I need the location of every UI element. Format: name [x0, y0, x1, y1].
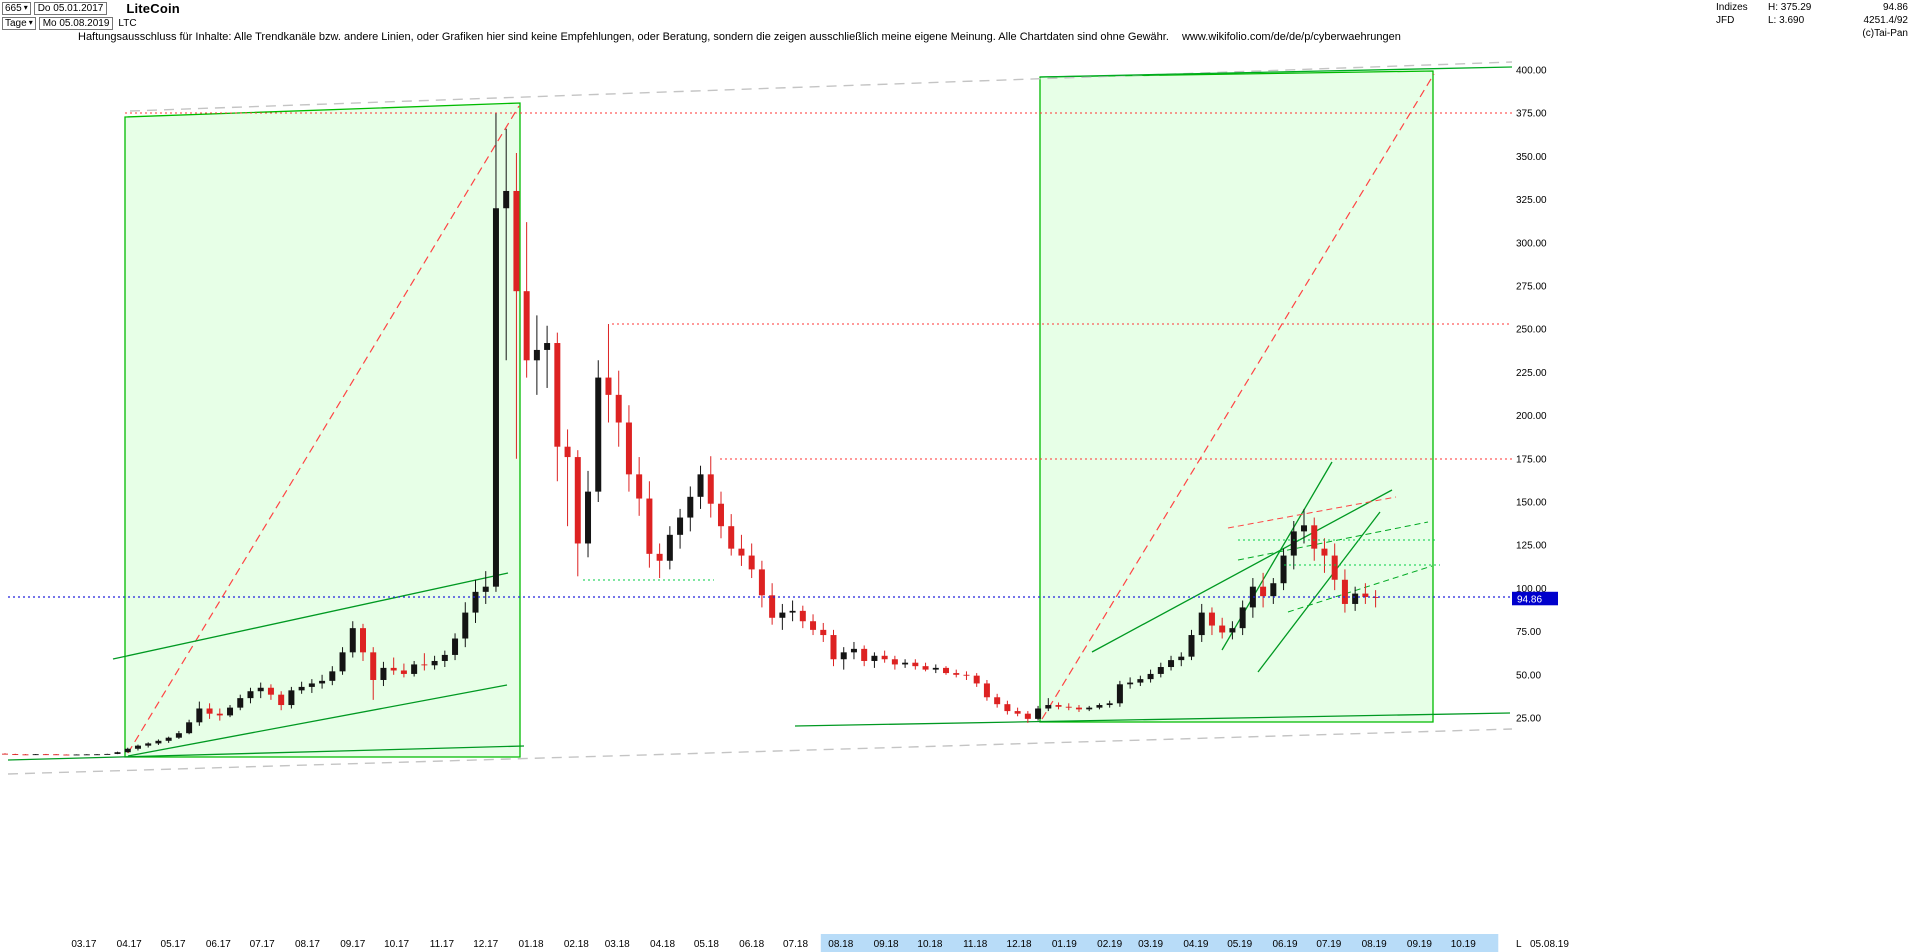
- svg-text:09.17: 09.17: [340, 939, 365, 950]
- svg-text:150.00: 150.00: [1516, 498, 1547, 509]
- green-support-2019: [1091, 489, 1393, 653]
- svg-text:350.00: 350.00: [1516, 152, 1547, 163]
- svg-text:03.19: 03.19: [1138, 939, 1163, 950]
- bars-count-dropdown[interactable]: 665 ▾: [2, 1, 31, 15]
- svg-text:75.00: 75.00: [1516, 627, 1541, 638]
- svg-text:125.00: 125.00: [1516, 541, 1547, 552]
- disclaimer: Haftungsausschluss für Inhalte: Alle Tre…: [78, 31, 1401, 43]
- svg-text:11.17: 11.17: [430, 939, 455, 950]
- svg-text:325.00: 325.00: [1516, 195, 1547, 206]
- green-base-2017: [7, 745, 525, 761]
- svg-text:05.18: 05.18: [694, 939, 719, 950]
- x-axis-band: [820, 934, 1499, 952]
- green-dash-2019b: [1287, 565, 1433, 613]
- green-lower-2017: [127, 684, 508, 757]
- svg-text:03.18: 03.18: [605, 939, 630, 950]
- svg-text:225.00: 225.00: [1516, 368, 1547, 379]
- svg-text:01.19: 01.19: [1052, 939, 1077, 950]
- instrument-name: LiteCoin: [126, 0, 180, 16]
- gray-support-bottom: [7, 728, 1513, 775]
- x-axis-labels: 03.17 04.17 05.17 06.17 07.17 08.17 09.17 10.17…: [71, 939, 1569, 950]
- svg-text:50.00: 50.00: [1516, 670, 1541, 681]
- svg-text:275.00: 275.00: [1516, 282, 1547, 293]
- svg-text:04.18: 04.18: [650, 939, 675, 950]
- red-dash-2019: [1227, 496, 1397, 529]
- svg-text:07.19: 07.19: [1316, 939, 1341, 950]
- header: 665 ▾ Do 05.01.2017 LiteCoin Tage ▾ Mo 0…: [0, 0, 1912, 46]
- svg-text:04.17: 04.17: [117, 939, 142, 950]
- svg-text:06.19: 06.19: [1272, 939, 1297, 950]
- timeframe-dropdown[interactable]: Tage ▾: [2, 16, 36, 30]
- svg-text:09.19: 09.19: [1407, 939, 1432, 950]
- svg-text:11.18: 11.18: [963, 939, 988, 950]
- green-top-ext: [1039, 66, 1513, 78]
- svg-text:250.00: 250.00: [1516, 325, 1547, 336]
- svg-text:25.00: 25.00: [1516, 714, 1541, 725]
- svg-text:200.00: 200.00: [1516, 411, 1547, 422]
- green-upper-2017: [112, 572, 509, 660]
- svg-text:400.00: 400.00: [1516, 66, 1547, 77]
- candles-layer: [2, 112, 1379, 756]
- svg-text:08.18: 08.18: [828, 939, 853, 950]
- green-dash-2019a: [1237, 521, 1429, 561]
- chevron-down-icon: ▾: [23, 3, 28, 12]
- svg-text:07.17: 07.17: [250, 939, 275, 950]
- chevron-down-icon: ▾: [28, 18, 33, 27]
- trend-lines: [7, 61, 1513, 775]
- instrument-symbol: LTC: [118, 17, 137, 29]
- gray-resistance-top: [129, 61, 1513, 112]
- feed-label: JFD: [1716, 15, 1735, 26]
- stat-value: 4251.4/92: [1863, 15, 1909, 26]
- svg-text:07.18: 07.18: [783, 939, 808, 950]
- svg-text:06.18: 06.18: [739, 939, 764, 950]
- category-label: Indizes: [1716, 2, 1748, 13]
- green-base-2018: [794, 712, 1511, 727]
- overlay-lines: [8, 112, 1512, 598]
- green-steep-2019b: [1257, 511, 1381, 673]
- period-high: H: 375.29: [1768, 2, 1812, 13]
- svg-text:94.86: 94.86: [1517, 594, 1542, 605]
- disclaimer-text: Haftungsausschluss für Inhalte: Alle Tre…: [78, 31, 1169, 43]
- svg-text:02.19: 02.19: [1097, 939, 1122, 950]
- svg-text:01.18: 01.18: [519, 939, 544, 950]
- svg-text:08.19: 08.19: [1362, 939, 1387, 950]
- svg-text:06.17: 06.17: [206, 939, 231, 950]
- end-date-field[interactable]: Mo 05.08.2019: [38, 16, 114, 30]
- last-price-marker: 94.86: [1512, 591, 1558, 606]
- red-trend-2017: [127, 105, 520, 754]
- svg-text:175.00: 175.00: [1516, 454, 1547, 465]
- annotation-boxes: [124, 70, 1434, 758]
- svg-text:12.18: 12.18: [1007, 939, 1032, 950]
- svg-text:10.18: 10.18: [917, 939, 942, 950]
- svg-text:05.08.19: 05.08.19: [1530, 939, 1569, 950]
- header-right: Indizes H: 375.29 94.86 JFD L: 3.690 425…: [1716, 1, 1908, 40]
- last-price: 94.86: [1882, 2, 1908, 13]
- svg-text:10.17: 10.17: [384, 939, 409, 950]
- svg-text:12.17: 12.17: [473, 939, 498, 950]
- svg-text:L: L: [1516, 939, 1522, 950]
- period-low: L: 3.690: [1768, 15, 1805, 26]
- red-trend-2019: [1041, 73, 1435, 720]
- svg-text:100.00: 100.00: [1516, 584, 1547, 595]
- y-axis-labels: 400.00 375.00 350.00 325.00 300.00 275.00 250.…: [1516, 66, 1547, 725]
- svg-text:375.00: 375.00: [1516, 109, 1547, 120]
- timeframe-value: Tage: [5, 17, 27, 29]
- svg-text:02.18: 02.18: [564, 939, 589, 950]
- app-credit: (c)Tai-Pan: [1862, 28, 1908, 39]
- svg-text:05.19: 05.19: [1227, 939, 1252, 950]
- disclaimer-url[interactable]: www.wikifolio.com/de/de/p/cyberwaehrunge…: [1181, 31, 1401, 43]
- svg-text:04.19: 04.19: [1183, 939, 1208, 950]
- svg-text:300.00: 300.00: [1516, 238, 1547, 249]
- svg-text:10.19: 10.19: [1451, 939, 1476, 950]
- start-date-field[interactable]: Do 05.01.2017: [33, 1, 108, 15]
- svg-text:09.18: 09.18: [874, 939, 899, 950]
- svg-text:08.17: 08.17: [295, 939, 320, 950]
- header-left: 665 ▾ Do 05.01.2017 LiteCoin Tage ▾ Mo 0…: [2, 1, 180, 31]
- svg-text:05.17: 05.17: [161, 939, 186, 950]
- bars-count-value: 665: [5, 2, 22, 14]
- svg-text:03.17: 03.17: [71, 939, 96, 950]
